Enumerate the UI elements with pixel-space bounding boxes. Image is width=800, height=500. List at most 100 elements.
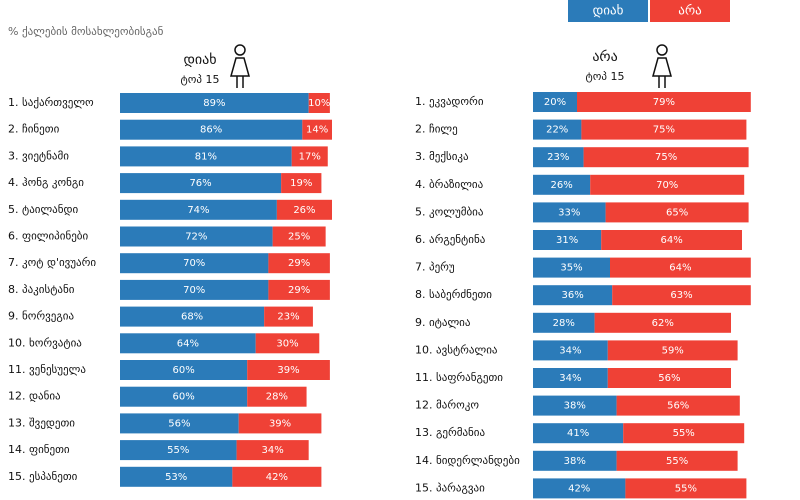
bar-segment — [533, 368, 608, 388]
bar-segment — [120, 119, 303, 140]
value-label: 28% — [266, 392, 288, 403]
panel-title: არა — [592, 48, 617, 65]
subtitle: % ქალების მოსახლეობისგან — [8, 25, 164, 38]
value-label: 25% — [288, 232, 310, 243]
value-label: 74% — [187, 205, 209, 216]
panel-title: დიახ — [183, 52, 216, 68]
value-label: 26% — [293, 205, 315, 216]
value-label: 34% — [262, 445, 284, 456]
bar-segment — [533, 478, 626, 499]
category-label: 4. ჰონგ კონგი — [8, 176, 84, 189]
bar-segment — [533, 450, 617, 471]
bar-segment — [605, 202, 749, 223]
category-label: 15. პარაგვაი — [415, 481, 485, 494]
bar-segment — [308, 93, 330, 113]
value-label: 39% — [269, 418, 291, 429]
bar-segment — [120, 306, 265, 327]
category-label: 1. ეკვადორი — [415, 95, 484, 108]
legend-swatch — [568, 0, 648, 22]
category-label: 6. ფილიპინები — [8, 230, 88, 243]
bar-segment — [291, 146, 328, 167]
value-label: 76% — [189, 178, 211, 189]
value-label: 56% — [168, 418, 190, 429]
category-label: 2. ჩილე — [415, 123, 458, 136]
value-label: 38% — [564, 456, 586, 467]
bar-segment — [577, 92, 751, 112]
legend-swatch — [650, 0, 730, 22]
bar-segment — [120, 466, 233, 487]
bar-segment — [232, 466, 322, 487]
bar-segment — [272, 226, 326, 247]
bar-segment — [264, 306, 313, 327]
value-label: 14% — [306, 125, 328, 136]
value-label: 81% — [195, 151, 217, 162]
value-label: 34% — [559, 345, 581, 356]
bar-segment — [247, 360, 330, 380]
category-label: 5. ტაილანდი — [8, 203, 79, 216]
value-label: 70% — [183, 285, 205, 296]
value-label: 59% — [662, 345, 684, 356]
value-label: 26% — [550, 180, 572, 191]
category-label: 7. პერუ — [415, 261, 455, 274]
value-label: 23% — [547, 152, 569, 163]
value-label: 55% — [167, 445, 189, 456]
bar-segment — [281, 173, 322, 194]
category-label: 9. ნორვეგია — [8, 310, 74, 323]
bar-segment — [533, 202, 606, 223]
bar-segment — [120, 226, 273, 247]
value-label: 63% — [670, 290, 692, 301]
bar-segment — [120, 360, 248, 380]
value-label: 62% — [652, 318, 674, 329]
bar-segment — [616, 450, 738, 471]
value-label: 29% — [288, 258, 310, 269]
bar-segment — [590, 174, 745, 195]
bar-segment — [610, 257, 751, 278]
value-label: 68% — [181, 312, 203, 323]
category-label: 7. კოტ დ'ივუარი — [8, 256, 96, 269]
bar-segment — [625, 478, 747, 499]
bar-segment — [120, 146, 292, 167]
category-label: 14. ფინეთი — [8, 443, 70, 456]
bar-segment — [533, 312, 595, 333]
value-label: 64% — [669, 263, 691, 274]
value-label: 30% — [276, 338, 298, 349]
value-label: 42% — [568, 483, 590, 494]
bar-segment — [533, 395, 617, 416]
bar-segment — [268, 279, 330, 300]
bar-segment — [276, 199, 332, 220]
bar-segment — [594, 312, 731, 333]
value-label: 42% — [266, 472, 288, 483]
value-label: 28% — [553, 318, 575, 329]
category-label: 12. დანია — [8, 390, 61, 403]
category-label: 15. ესპანეთი — [8, 470, 78, 483]
value-label: 89% — [203, 98, 225, 109]
category-label: 11. საფრანგეთი — [415, 371, 503, 384]
bar-segment — [533, 147, 584, 168]
legend-label: დიახ — [593, 4, 624, 19]
value-label: 19% — [290, 178, 312, 189]
bar-segment — [533, 285, 613, 306]
value-label: 35% — [560, 263, 582, 274]
value-label: 65% — [666, 207, 688, 218]
bar-segment — [302, 119, 332, 140]
category-label: 14. ნიდერლანდები — [415, 454, 520, 467]
bar-segment — [120, 279, 269, 300]
value-label: 29% — [288, 285, 310, 296]
value-label: 72% — [185, 232, 207, 243]
bar-segment — [533, 174, 591, 195]
category-label: 13. გერმანია — [415, 426, 485, 439]
value-label: 75% — [655, 152, 677, 163]
value-label: 64% — [660, 235, 682, 246]
bar-segment — [533, 257, 610, 278]
value-label: 17% — [299, 151, 321, 162]
bar-segment — [623, 423, 745, 444]
legend-label: არა — [678, 4, 702, 19]
bar-segment — [120, 253, 269, 274]
bar-segment — [120, 386, 248, 407]
bar-segment — [268, 253, 330, 274]
value-label: 56% — [667, 401, 689, 412]
woman-icon — [652, 44, 672, 88]
bar-segment — [581, 119, 747, 140]
value-label: 38% — [564, 401, 586, 412]
